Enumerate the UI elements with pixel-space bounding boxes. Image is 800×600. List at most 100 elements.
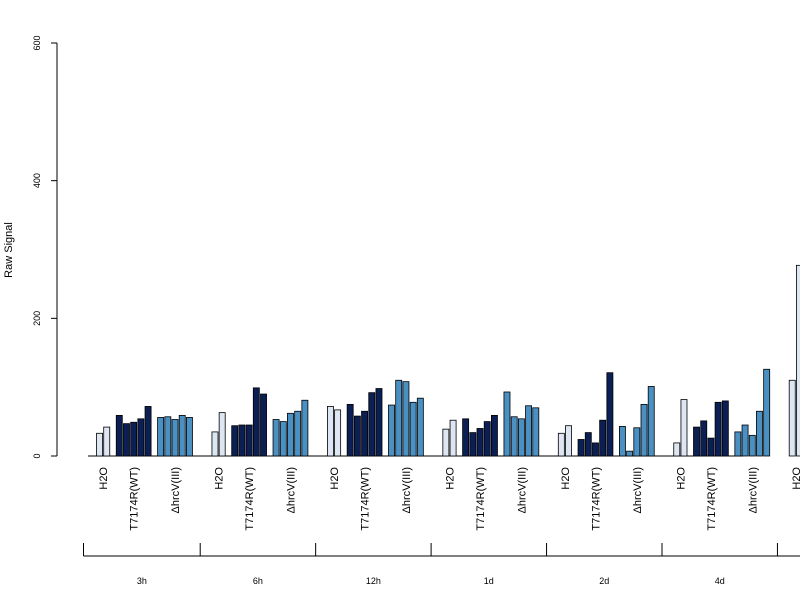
y-tick-label: 0 [32,453,42,458]
group-label: H2O [560,467,572,490]
group-label: H2O [791,467,800,490]
bar [449,419,457,457]
bar [326,406,334,457]
bar [375,388,383,457]
bar [577,439,585,457]
bar [96,432,103,457]
group-label: ΔhrcV(III) [632,467,644,513]
bar [606,372,614,457]
time-label: 2d [599,576,609,586]
bar [693,426,700,457]
group-label: T7174R(WT) [706,467,718,531]
bar [599,419,607,457]
bar [525,405,532,457]
bar [748,434,756,457]
bar [721,400,729,457]
bar [416,397,424,457]
bar [462,418,470,457]
bar [211,431,219,457]
group-label: H2O [445,467,457,490]
bar [218,412,226,457]
group-label: H2O [214,467,226,490]
group-label: T7174R(WT) [244,467,256,531]
bar [557,432,565,457]
bar [714,401,722,457]
bar [700,420,708,457]
bar [272,419,280,457]
bar [238,424,246,457]
bar [756,410,763,457]
group-label: ΔhrcV(III) [286,467,298,513]
bar [346,403,354,457]
bar [231,425,239,457]
bar [301,399,309,457]
group-label: ΔhrcV(III) [747,467,759,513]
y-tick-label: 600 [32,35,42,50]
bar [763,368,771,457]
bar [788,379,796,457]
time-axis: 3h6h12h1d2d4d6d [83,543,800,586]
bar [353,415,361,457]
bar [503,391,511,457]
bar [673,442,681,457]
group-labels: H2O T7174R(WT) ΔhrcV(III) H2O T7174R(WT) Δhrc… [98,467,800,531]
bar [260,393,267,457]
y-axis-label: Raw Signal [3,222,15,278]
bar [734,431,742,457]
bar [565,425,572,457]
bar [469,432,477,457]
bar [334,409,342,457]
bar [130,421,138,457]
bar [245,424,253,457]
time-label: 4d [715,576,725,586]
bar [115,414,123,457]
bar [171,419,179,457]
bar [680,399,688,457]
bar [279,421,287,457]
bar [368,392,376,457]
bar [633,427,641,457]
group-label: T7174R(WT) [475,467,487,531]
bar [592,442,599,457]
group-label: H2O [675,467,687,490]
bar [707,437,715,457]
time-label: 12h [366,576,381,586]
bar [137,418,145,457]
bar [490,414,498,457]
bar [517,418,525,457]
bar [361,410,368,457]
group-label: T7174R(WT) [129,467,141,531]
bar [123,423,130,457]
bar [402,381,410,457]
bar [640,403,648,457]
bar [626,450,634,457]
group-label: H2O [98,467,110,490]
bar [619,425,626,457]
bar [442,428,450,457]
bar [287,412,294,457]
bar [532,407,540,457]
bar [584,432,592,457]
y-tick-label: 400 [32,173,42,188]
group-label: T7174R(WT) [591,467,603,531]
bar [395,379,403,457]
group-label: T7174R(WT) [360,467,372,531]
bar [294,410,302,457]
group-label: H2O [329,467,341,490]
group-label: ΔhrcV(III) [401,467,413,513]
time-label: 3h [137,576,147,586]
bar [164,416,172,457]
group-label: ΔhrcV(III) [170,467,182,513]
bar [647,386,655,457]
bar [157,417,165,457]
bar [483,421,491,457]
bar [388,404,395,457]
bar [178,414,186,457]
bar [144,406,152,457]
y-axis: 0 200 400 600 [32,35,58,459]
group-label: ΔhrcV(III) [516,467,528,513]
bar [252,387,260,457]
bar [103,426,111,457]
time-label: 1d [484,576,494,586]
